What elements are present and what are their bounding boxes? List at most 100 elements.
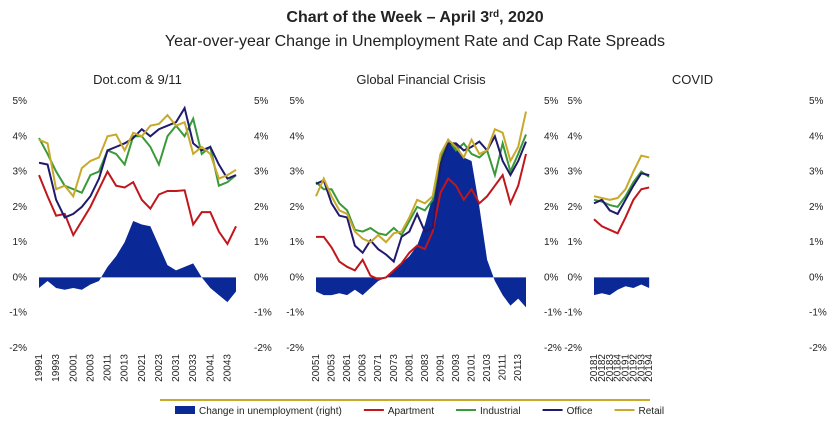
line <box>316 153 527 281</box>
x-tick-label: 20023 <box>154 354 165 382</box>
x-tick-label: 20043 <box>222 354 233 382</box>
y2-tick-label: -1% <box>254 308 272 319</box>
line <box>38 115 237 195</box>
y-tick-label: 1% <box>568 237 583 248</box>
y2-tick-label: 2% <box>254 202 269 213</box>
y2-tick-label: 1% <box>544 237 559 248</box>
chart-subtitle: Year-over-year Change in Unemployment Ra… <box>165 33 665 50</box>
y2-tick-label: 5% <box>544 96 559 107</box>
x-tick-label: 20033 <box>188 354 199 382</box>
x-tick-label: 20011 <box>103 354 114 382</box>
x-tick-label: 20183 <box>605 354 616 382</box>
x-tick-label: 20021 <box>137 354 148 382</box>
x-tick-label: 20071 <box>373 354 384 382</box>
legend-swatch <box>175 406 195 414</box>
area <box>316 143 526 308</box>
x-tick-label: 20041 <box>205 354 216 382</box>
y2-tick-label: 4% <box>809 131 824 142</box>
y2-tick-label: 0% <box>544 272 559 283</box>
y2-tick-label: 4% <box>544 131 559 142</box>
y-tick-label: 2% <box>568 202 583 213</box>
x-tick-label: 20113 <box>513 354 524 382</box>
x-tick-label: 20083 <box>420 354 431 382</box>
line <box>38 169 237 246</box>
y-tick-label: -1% <box>9 308 27 319</box>
y-tick-label: 0% <box>568 272 583 283</box>
y-tick-label: 3% <box>290 167 305 178</box>
x-tick-label: 20063 <box>358 354 369 382</box>
y2-tick-label: -2% <box>254 343 272 354</box>
y-tick-label: 2% <box>13 202 28 213</box>
y2-tick-label: -2% <box>544 343 562 354</box>
y2-tick-label: -2% <box>809 343 827 354</box>
y2-tick-label: 3% <box>809 167 824 178</box>
panel-title: COVID <box>672 72 713 87</box>
line <box>38 113 237 199</box>
y2-tick-label: 5% <box>809 96 824 107</box>
y2-tick-label: 1% <box>809 237 824 248</box>
x-tick-label: 20191 <box>621 354 632 382</box>
panel-title: Global Financial Crisis <box>356 72 486 87</box>
x-tick-label: 20001 <box>68 354 79 382</box>
y-tick-label: 4% <box>290 131 305 142</box>
y-tick-label: -2% <box>564 343 582 354</box>
y-tick-label: -2% <box>286 343 304 354</box>
x-tick-label: 20031 <box>171 354 182 382</box>
y-tick-label: 4% <box>568 131 583 142</box>
x-tick-label: 19993 <box>51 354 62 382</box>
y-tick-label: 1% <box>13 237 28 248</box>
line <box>315 133 527 264</box>
x-tick-label: 20073 <box>389 354 400 382</box>
y-tick-label: 3% <box>13 167 28 178</box>
title-end: , 2020 <box>499 9 544 26</box>
area <box>39 220 236 303</box>
x-tick-label: 20003 <box>85 354 96 382</box>
x-tick-label: 20184 <box>613 354 624 382</box>
y2-tick-label: 4% <box>254 131 269 142</box>
y2-tick-label: 5% <box>254 96 269 107</box>
line <box>593 154 650 201</box>
y2-tick-label: 3% <box>544 167 559 178</box>
y-tick-label: -1% <box>564 308 582 319</box>
y-tick-label: 3% <box>568 167 583 178</box>
chart-title: Chart of the Week – April 3rd, 2020 <box>286 9 543 27</box>
x-tick-label: 20101 <box>467 354 478 382</box>
y-tick-label: -1% <box>286 308 304 319</box>
title-main: Chart of the Week – April 3 <box>286 9 489 26</box>
line <box>593 172 650 216</box>
y2-tick-label: 1% <box>254 237 269 248</box>
x-tick-label: 20103 <box>482 354 493 382</box>
y2-tick-label: 0% <box>809 272 824 283</box>
line <box>315 134 527 237</box>
y2-tick-label: -1% <box>544 308 562 319</box>
y2-tick-label: 0% <box>254 272 269 283</box>
y2-tick-label: -1% <box>809 308 827 319</box>
y-tick-label: 5% <box>568 96 583 107</box>
y-tick-label: 2% <box>290 202 305 213</box>
x-tick-label: 20192 <box>628 354 639 382</box>
x-tick-label: 20061 <box>342 354 353 382</box>
x-tick-label: 20013 <box>120 354 131 382</box>
y-tick-label: 5% <box>13 96 28 107</box>
y-tick-label: 4% <box>13 131 28 142</box>
x-tick-label: 20111 <box>498 354 509 381</box>
y-tick-label: -2% <box>9 343 27 354</box>
x-tick-label: 20081 <box>404 354 415 382</box>
y-tick-label: 1% <box>290 237 305 248</box>
y-tick-label: 0% <box>290 272 305 283</box>
legend-label: Change in unemployment (right) <box>199 406 342 417</box>
x-tick-label: 20091 <box>435 354 446 382</box>
x-tick-label: 19991 <box>34 354 45 382</box>
legend-label: Industrial <box>480 406 521 417</box>
x-tick-label: 20093 <box>451 354 462 382</box>
x-tick-label: 20182 <box>597 354 608 382</box>
y-tick-label: 5% <box>290 96 305 107</box>
line <box>593 186 650 235</box>
y2-tick-label: 2% <box>809 202 824 213</box>
title-sup: rd <box>489 9 499 20</box>
x-tick-label: 20051 <box>311 354 322 382</box>
y-tick-label: 0% <box>13 272 28 283</box>
legend-label: Apartment <box>388 406 434 417</box>
legend-label: Retail <box>639 406 665 417</box>
y2-tick-label: 3% <box>254 167 269 178</box>
